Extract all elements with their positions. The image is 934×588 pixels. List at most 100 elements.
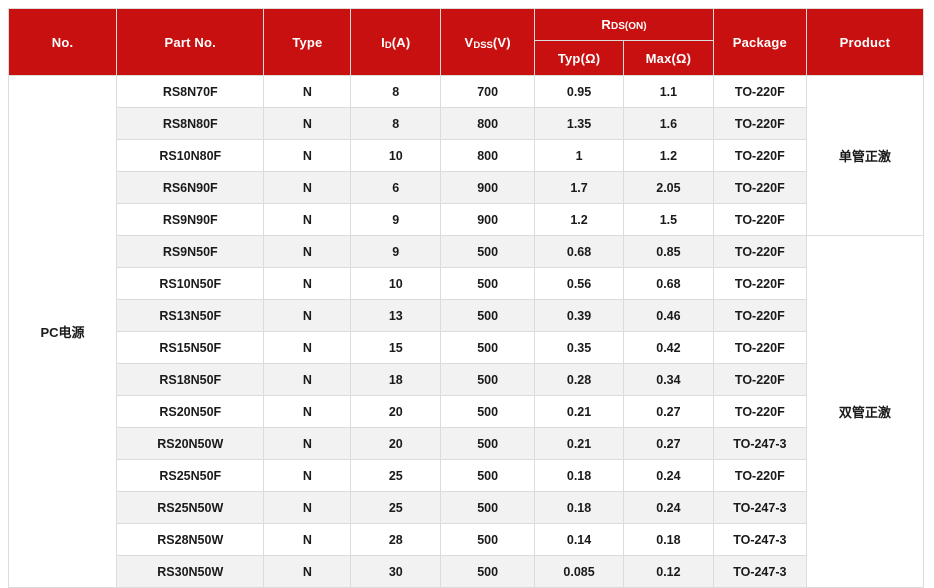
header-rds-typ: Typ(Ω) <box>534 40 624 76</box>
cell-id-current: 6 <box>350 171 442 204</box>
table-row: RS10N80F N 10 800 1 1.2 TO-220F <box>9 139 924 172</box>
header-part-no: Part No. <box>116 8 265 76</box>
cell-id-current: 9 <box>350 203 442 236</box>
cell-part-no: RS9N50F <box>116 235 265 268</box>
cell-vdss-voltage: 500 <box>440 459 536 492</box>
cell-vdss-voltage: 500 <box>440 267 536 300</box>
cell-vdss-voltage: 500 <box>440 235 536 268</box>
cell-type: N <box>263 299 352 332</box>
cell-package: TO-220F <box>712 267 807 300</box>
cell-rds-typ: 0.39 <box>534 299 624 332</box>
cell-rds-typ: 1.2 <box>534 203 624 236</box>
cell-rds-typ: 0.21 <box>534 427 624 460</box>
header-package: Package <box>712 8 807 76</box>
table-row: RS25N50W N 25 500 0.18 0.24 TO-247-3 <box>9 491 924 524</box>
product-cell-2: 双管正激 <box>805 235 925 588</box>
cell-id-current: 20 <box>350 427 442 460</box>
cell-id-current: 25 <box>350 491 442 524</box>
table-row: RS25N50F N 25 500 0.18 0.24 TO-220F <box>9 459 924 492</box>
cell-rds-typ: 0.085 <box>534 555 624 588</box>
table-row: RS10N50F N 10 500 0.56 0.68 TO-220F <box>9 267 924 300</box>
cell-package: TO-220F <box>712 395 807 428</box>
table-row: RS20N50W N 20 500 0.21 0.27 TO-247-3 <box>9 427 924 460</box>
cell-type: N <box>263 75 352 108</box>
cell-type: N <box>263 555 352 588</box>
cell-part-no: RS30N50W <box>116 555 265 588</box>
header-id-tail: (A) <box>391 34 411 50</box>
cell-rds-typ: 0.21 <box>534 395 624 428</box>
cell-type: N <box>263 107 352 140</box>
cell-type: N <box>263 267 352 300</box>
table-row: RS8N80F N 8 800 1.35 1.6 TO-220F <box>9 107 924 140</box>
cell-package: TO-220F <box>712 363 807 396</box>
cell-type: N <box>263 331 352 364</box>
table-header: No. Part No. Type ID(A) VDSS(V) RDS(ON) … <box>7 8 925 76</box>
cell-id-current: 15 <box>350 331 442 364</box>
cell-rds-max: 0.27 <box>622 427 714 460</box>
cell-rds-max: 1.1 <box>622 75 714 108</box>
cell-id-current: 30 <box>350 555 442 588</box>
cell-rds-max: 0.46 <box>622 299 714 332</box>
cell-rds-typ: 0.35 <box>534 331 624 364</box>
cell-rds-typ: 0.95 <box>534 75 624 108</box>
cell-package: TO-220F <box>712 235 807 268</box>
table-row: RS28N50W N 28 500 0.14 0.18 TO-247-3 <box>9 523 924 556</box>
cell-vdss-voltage: 500 <box>440 427 536 460</box>
cell-vdss-voltage: 500 <box>440 395 536 428</box>
cell-id-current: 10 <box>350 139 442 172</box>
table-body: PC电源 RS8N70F N 8 700 0.95 1.1 TO-220F 单管正激 RS8N80… <box>7 75 925 588</box>
cell-vdss-voltage: 900 <box>440 203 536 236</box>
cell-id-current: 20 <box>350 395 442 428</box>
cell-type: N <box>263 523 352 556</box>
cell-package: TO-220F <box>712 171 807 204</box>
cell-part-no: RS8N80F <box>116 107 265 140</box>
header-vdss-tail: (V) <box>492 34 511 50</box>
header-id-current: ID(A) <box>350 8 442 76</box>
mosfet-spec-table: No. Part No. Type ID(A) VDSS(V) RDS(ON) … <box>7 8 925 588</box>
cell-id-current: 8 <box>350 75 442 108</box>
cell-package: TO-247-3 <box>712 491 807 524</box>
cell-package: TO-247-3 <box>712 427 807 460</box>
cell-id-current: 25 <box>350 459 442 492</box>
cell-type: N <box>263 459 352 492</box>
cell-part-no: RS20N50W <box>116 427 265 460</box>
spec-table-container: No. Part No. Type ID(A) VDSS(V) RDS(ON) … <box>7 8 925 588</box>
cell-rds-max: 0.12 <box>622 555 714 588</box>
cell-vdss-voltage: 800 <box>440 139 536 172</box>
cell-rds-typ: 0.68 <box>534 235 624 268</box>
cell-part-no: RS25N50W <box>116 491 265 524</box>
cell-rds-typ: 0.28 <box>534 363 624 396</box>
header-rds-main: R <box>601 17 611 32</box>
cell-rds-max: 2.05 <box>622 171 714 204</box>
header-id-main: I <box>381 34 385 50</box>
header-id-subscript: D <box>384 39 392 51</box>
cell-rds-typ: 1 <box>534 139 624 172</box>
cell-id-current: 8 <box>350 107 442 140</box>
cell-id-current: 13 <box>350 299 442 332</box>
cell-part-no: RS9N90F <box>116 203 265 236</box>
header-rds-on-group: RDS(ON) <box>534 8 714 41</box>
cell-package: TO-220F <box>712 203 807 236</box>
cell-rds-max: 0.68 <box>622 267 714 300</box>
cell-type: N <box>263 235 352 268</box>
table-row: RS9N90F N 9 900 1.2 1.5 TO-220F <box>9 203 924 236</box>
cell-package: TO-220F <box>712 139 807 172</box>
cell-type: N <box>263 427 352 460</box>
table-row: RS20N50F N 20 500 0.21 0.27 TO-220F <box>9 395 924 428</box>
cell-rds-max: 0.18 <box>622 523 714 556</box>
cell-rds-max: 1.6 <box>622 107 714 140</box>
cell-package: TO-220F <box>712 107 807 140</box>
header-row-primary: No. Part No. Type ID(A) VDSS(V) RDS(ON) … <box>7 8 925 76</box>
cell-rds-max: 0.85 <box>622 235 714 268</box>
cell-part-no: RS15N50F <box>116 331 265 364</box>
product-cell-1: 单管正激 <box>805 75 925 236</box>
cell-vdss-voltage: 800 <box>440 107 536 140</box>
cell-type: N <box>263 491 352 524</box>
cell-type: N <box>263 395 352 428</box>
header-no: No. <box>7 8 118 76</box>
cell-id-current: 9 <box>350 235 442 268</box>
cell-package: TO-220F <box>712 75 807 108</box>
cell-rds-max: 1.5 <box>622 203 714 236</box>
cell-vdss-voltage: 700 <box>440 75 536 108</box>
cell-part-no: RS10N80F <box>116 139 265 172</box>
